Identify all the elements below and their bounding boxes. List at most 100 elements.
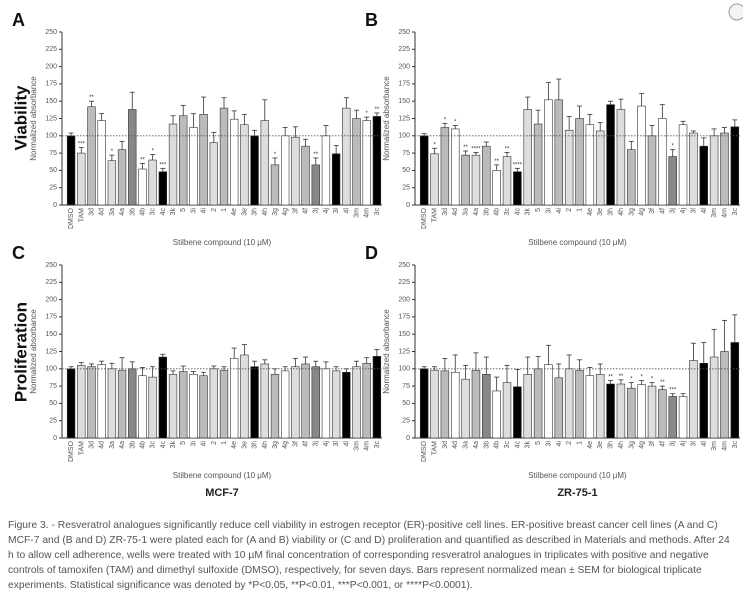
bar <box>523 109 532 206</box>
x-tick-label: 3c <box>732 208 739 216</box>
bar <box>230 358 239 439</box>
y-tick-label: 200 <box>398 296 410 303</box>
x-tick-label: 3g <box>272 441 279 449</box>
x-tick-label: 4f <box>303 441 310 447</box>
bar <box>658 118 667 206</box>
x-tick-label: 3m <box>711 208 718 218</box>
x-tick-label: 3h <box>252 208 259 216</box>
bar <box>280 135 290 206</box>
bar <box>554 377 564 439</box>
bar <box>647 135 657 206</box>
bar <box>709 356 719 439</box>
bar <box>513 171 522 206</box>
y-tick-label: 175 <box>45 314 57 321</box>
x-tick-label: DMSO <box>421 440 428 462</box>
bar <box>419 135 429 206</box>
x-tick-label: 1 <box>577 208 584 212</box>
bar <box>97 120 106 206</box>
x-tick-label: 3k <box>525 208 532 216</box>
significance: *** <box>669 388 677 394</box>
y-tick-label: 25 <box>49 418 57 425</box>
significance: ** <box>313 152 318 158</box>
x-tick-label: DMSO <box>68 207 75 229</box>
x-tick-label: 3e <box>241 208 248 216</box>
bar <box>709 135 719 206</box>
x-tick-label: 3h <box>608 441 615 449</box>
bar <box>148 376 157 439</box>
x-tick-label: 4m <box>721 208 728 218</box>
x-tick-label: 4a <box>119 441 126 449</box>
x-tick-label: 3e <box>241 441 248 449</box>
y-tick-label: 225 <box>45 46 57 53</box>
bar <box>616 109 626 206</box>
x-tick-label: 2 <box>566 208 573 212</box>
y-tick-label: 0 <box>53 202 57 209</box>
x-tick-label: 3b <box>129 208 136 216</box>
bar <box>352 366 361 439</box>
x-tick-label: 3h <box>252 441 259 449</box>
bar <box>342 107 351 206</box>
bar <box>219 107 229 206</box>
y-tick-label: 125 <box>45 115 57 122</box>
x-tick-label: 4b <box>139 208 146 216</box>
significance: ** <box>619 374 624 380</box>
x-tick-label: 3i <box>190 441 197 447</box>
x-tick-label: 4h <box>618 208 625 216</box>
y-axis-title: Normalized absorbance <box>29 76 38 161</box>
bar <box>492 170 501 206</box>
x-tick-label: TAM <box>78 441 85 455</box>
x-tick-label: 1 <box>221 208 228 212</box>
x-tick-label: 3i <box>545 208 552 214</box>
bar <box>482 374 491 439</box>
bar <box>362 120 371 206</box>
bar <box>720 132 729 206</box>
x-tick-label: 3c <box>150 441 157 449</box>
significance: ** <box>660 380 665 386</box>
bar <box>575 118 584 206</box>
x-tick-label: 3l <box>690 208 697 214</box>
bar <box>158 356 168 439</box>
bar <box>461 378 470 439</box>
x-tick-label: 4e <box>587 441 594 449</box>
bar <box>533 123 543 206</box>
bar <box>321 135 331 206</box>
significance: ** <box>140 157 145 163</box>
significance: * <box>366 111 369 117</box>
x-tick-label: 4f <box>659 208 666 214</box>
x-tick-label: 3j <box>670 441 677 447</box>
y-tick-label: 50 <box>402 400 410 407</box>
bar <box>430 369 439 439</box>
x-axis-title: Stilbene compound (10 μM) <box>528 238 627 247</box>
y-tick-label: 100 <box>45 366 57 373</box>
x-tick-label: 4m <box>364 208 371 218</box>
x-tick-label: 3e <box>597 208 604 216</box>
significance: ** <box>608 375 613 381</box>
x-tick-label: 3k <box>170 208 177 216</box>
x-tick-label: 4c <box>514 441 521 449</box>
bar <box>342 371 351 439</box>
x-tick-label: 4j <box>323 208 330 214</box>
bar <box>730 342 740 439</box>
bar <box>158 171 168 206</box>
bar <box>352 118 361 206</box>
x-tick-label: 5 <box>180 441 187 445</box>
x-tick-label: 3e <box>597 441 604 449</box>
y-tick-label: 125 <box>398 115 410 122</box>
bar <box>260 363 269 439</box>
bar <box>658 389 667 439</box>
bar <box>372 116 382 206</box>
bar <box>647 385 657 439</box>
bar <box>482 145 491 206</box>
x-tick-label: DMSO <box>68 440 75 462</box>
x-tick-label: 4c <box>514 208 521 216</box>
x-tick-label: 2 <box>211 441 218 445</box>
x-axis-title: Stilbene compound (10 μM) <box>528 471 627 480</box>
x-tick-label: 4i <box>556 441 563 447</box>
bar <box>280 370 290 439</box>
x-tick-label: 4d <box>452 208 459 216</box>
y-axis-title: Normalized absorbance <box>382 309 391 394</box>
x-tick-label: 3c <box>504 441 511 449</box>
row-label: Proliferation <box>11 302 30 402</box>
x-tick-label: 4l <box>343 441 350 447</box>
bar <box>689 360 698 439</box>
